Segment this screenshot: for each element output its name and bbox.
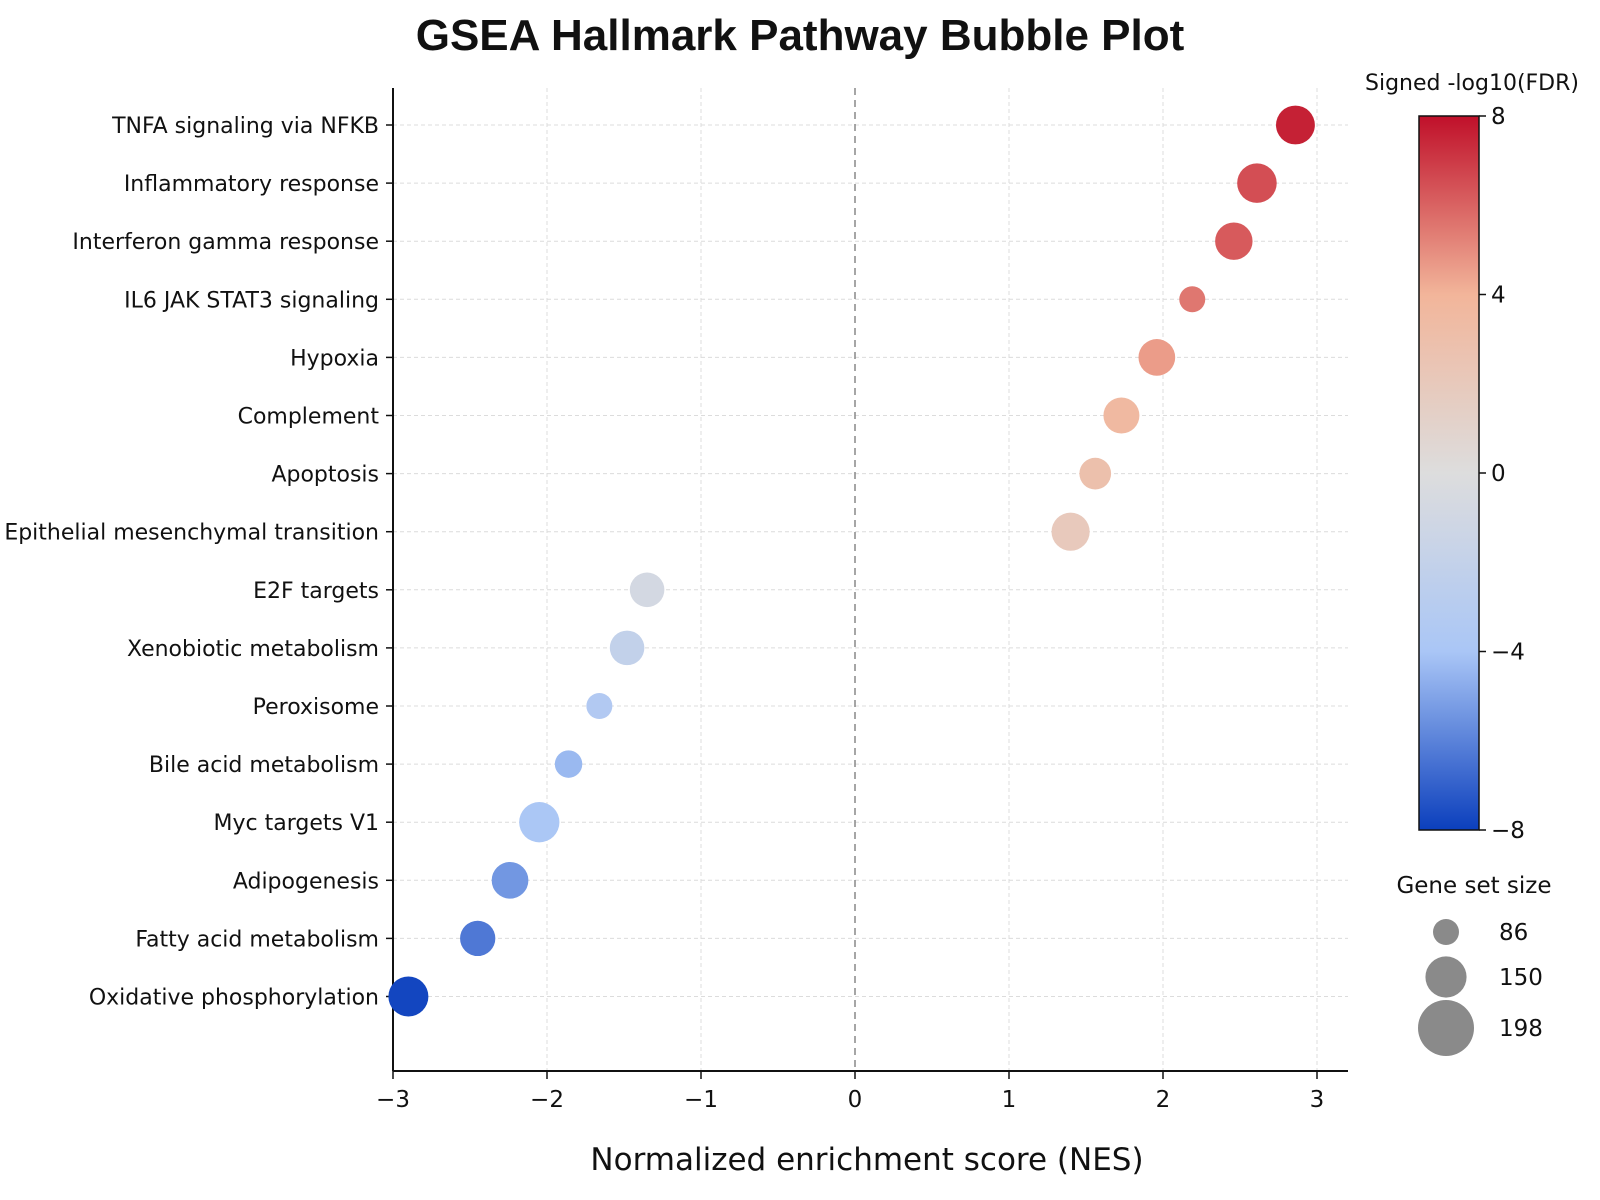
bubble — [629, 572, 665, 608]
bubble — [1079, 457, 1112, 490]
bubble — [1276, 105, 1315, 145]
size-legend-bubble — [1418, 1000, 1474, 1056]
x-axis-ticks: −3 −2 −1 0 1 2 3 — [376, 1071, 1324, 1113]
x-tick-label: 1 — [1002, 1087, 1017, 1113]
size-legend-bubble — [1433, 919, 1459, 945]
y-tick-label: Xenobiotic metabolism — [127, 637, 379, 662]
y-tick-label: Myc targets V1 — [214, 811, 379, 836]
size-legend-label: 198 — [1499, 1016, 1543, 1042]
x-tick-label: 2 — [1156, 1087, 1171, 1113]
x-tick-label: −2 — [530, 1087, 564, 1113]
x-tick-label: −3 — [376, 1087, 410, 1113]
size-legend-label: 150 — [1499, 965, 1543, 991]
y-tick-label: Hypoxia — [290, 346, 379, 371]
y-tick-label: Adipogenesis — [233, 869, 379, 894]
y-tick-label: E2F targets — [253, 579, 379, 604]
bubble — [1138, 339, 1176, 376]
chart-title: GSEA Hallmark Pathway Bubble Plot — [416, 11, 1185, 60]
bubble — [1179, 286, 1206, 313]
colorbar-tick-label: −4 — [1491, 640, 1525, 666]
colorbar-tick-label: 8 — [1491, 104, 1506, 130]
size-legend-bubble — [1425, 956, 1467, 998]
y-axis-labels: TNFA signaling via NFKB Inflammatory resp… — [4, 114, 393, 1011]
y-tick-label: Inflammatory response — [124, 172, 379, 197]
colorbar: Signed -log10(FDR) 8 4 0 −4 −8 — [1365, 71, 1579, 844]
colorbar-tick-label: 4 — [1491, 283, 1506, 309]
bubble — [460, 920, 496, 957]
y-tick-label: Apoptosis — [271, 463, 379, 488]
bubble — [519, 802, 560, 843]
y-tick-label: TNFA signaling via NFKB — [111, 114, 379, 139]
y-tick-label: Interferon gamma response — [72, 230, 379, 255]
y-tick-label: Peroxisome — [253, 695, 379, 720]
axes — [392, 88, 1348, 1072]
x-tick-label: 0 — [848, 1087, 863, 1113]
y-tick-label: Epithelial mesenchymal transition — [4, 521, 379, 546]
bubbles — [388, 105, 1315, 1017]
size-legend-label: 86 — [1499, 920, 1528, 946]
bubble — [609, 630, 645, 666]
bubble — [388, 976, 429, 1017]
colorbar-title: Signed -log10(FDR) — [1365, 71, 1579, 96]
grid — [392, 88, 1348, 1071]
x-tick-label: 3 — [1310, 1087, 1325, 1113]
colorbar-tick-label: 0 — [1491, 461, 1506, 487]
bubble — [586, 693, 613, 719]
bubble — [1103, 397, 1140, 434]
y-tick-label: Complement — [238, 405, 380, 430]
y-tick-label: Oxidative phosphorylation — [89, 986, 379, 1011]
x-tick-label: −1 — [684, 1087, 718, 1113]
bubble — [1051, 512, 1090, 551]
x-axis-label: Normalized enrichment score (NES) — [590, 1142, 1143, 1178]
colorbar-gradient — [1418, 115, 1480, 831]
bubble — [554, 750, 583, 778]
bubble — [491, 861, 529, 899]
colorbar-tick-label: −8 — [1491, 818, 1525, 844]
y-tick-label: Fatty acid metabolism — [135, 927, 379, 952]
size-legend: Gene set size 86 150 198 — [1396, 873, 1552, 1056]
bubble — [1237, 163, 1277, 203]
y-tick-label: Bile acid metabolism — [149, 753, 379, 778]
size-legend-title: Gene set size — [1396, 873, 1551, 899]
bubble — [1215, 222, 1253, 260]
y-tick-label: IL6 JAK STAT3 signaling — [124, 288, 379, 313]
